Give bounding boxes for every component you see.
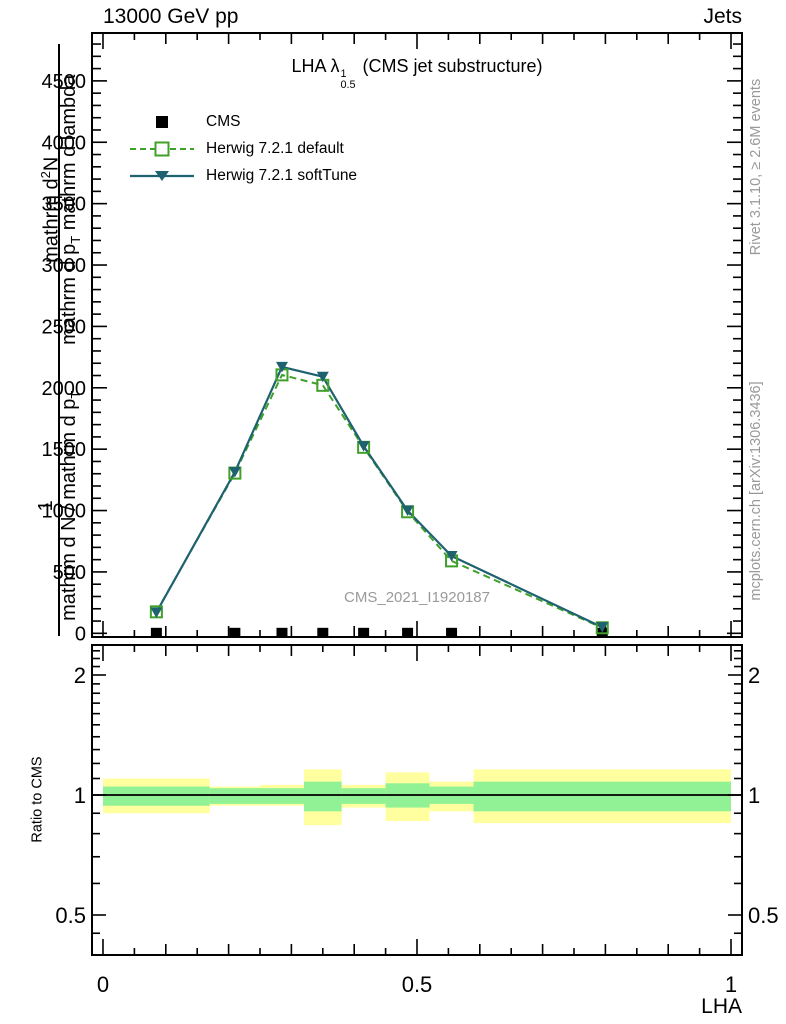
herwig-softtune-marker — [275, 361, 288, 373]
herwig-softtune-marker — [357, 441, 370, 452]
legend-item-cms: CMS — [130, 113, 240, 131]
y-axis-title-numerator-2: mathrm d2N — [38, 156, 63, 263]
x-tick-label: 0 — [97, 972, 109, 997]
y-axis-title-numerator-1: 1 — [35, 500, 57, 512]
y-tick-label: 500 — [53, 562, 86, 584]
herwig-default-marker-icon — [130, 141, 194, 157]
process-label: Jets — [703, 5, 742, 28]
herwig-softtune-marker — [228, 466, 241, 478]
herwig-softtune-marker — [150, 607, 163, 618]
y-axis-title-denominator-2: mathrm d pT mathrm d lambda — [58, 74, 83, 345]
ratio-uncertainty-band-inner — [341, 788, 386, 804]
ratio-uncertainty-band-inner — [473, 781, 732, 812]
herwig-softtune-marker — [445, 550, 458, 562]
ratio-band-layer — [102, 769, 732, 826]
y-tick-label: 2500 — [42, 316, 87, 338]
plot-title-suffix: (CMS jet substructure) — [362, 56, 543, 76]
y-axis-title: 1 mathrm d2N mathrm d N / mathrm d pT ma… — [35, 44, 83, 636]
cms-data-marker — [358, 627, 370, 637]
legend-label-herwig-softtune: Herwig 7.2.1 softTune — [206, 167, 358, 184]
herwig-softtune-line — [155, 365, 603, 629]
ratio-tick-label-right: 2 — [748, 663, 760, 688]
ratio-tick-label-left: 0.5 — [55, 903, 86, 928]
cms-data-marker — [150, 627, 162, 637]
main-panel-frame — [91, 32, 743, 638]
herwig-softtune-marker — [316, 371, 329, 383]
ratio-axis-title: Ratio to CMS — [29, 756, 46, 843]
plot-title-prefix: LHA λ — [291, 56, 340, 76]
y-tick-label: 0 — [75, 623, 86, 645]
y-axis-title-denominator-1: mathrm d N / mathrm d pT — [58, 390, 83, 621]
legend-item-herwig-default: Herwig 7.2.1 default — [130, 140, 344, 158]
ratio-uncertainty-band-inner — [259, 788, 304, 804]
y-tick-label: 1000 — [42, 501, 87, 523]
cms-data-marker — [276, 627, 288, 637]
herwig-softtune-marker — [401, 505, 414, 517]
cms-data-marker — [317, 627, 329, 637]
lambda-exponent-stack: 1 0.5 — [340, 69, 355, 91]
legend-label-herwig-default: Herwig 7.2.1 default — [206, 140, 344, 157]
beam-energy-label: 13000 GeV pp — [103, 5, 239, 28]
legend-label-cms: CMS — [206, 113, 241, 130]
ratio-panel-frame — [91, 644, 743, 956]
cms-data-marker — [229, 627, 241, 637]
ratio-uncertainty-band-inner — [102, 786, 210, 806]
lambda-subscript: 0.5 — [340, 78, 356, 91]
cms-data-marker — [446, 627, 458, 637]
y-axis-label-fraction-bar — [58, 44, 61, 636]
x-tick-label: 0.5 — [402, 972, 433, 997]
x-tick-label: 1 — [725, 972, 737, 997]
y-tick-label: 4500 — [42, 71, 87, 93]
mcplots-arxiv-note: mcplots.cern.ch [arXiv:1306.3436] — [748, 381, 764, 601]
herwig-softtune-marker-icon — [130, 171, 194, 181]
y-tick-label: 3500 — [42, 194, 87, 216]
lambda-superscript: 1 — [340, 67, 347, 80]
x-axis-title: LHA — [701, 995, 742, 1018]
ratio-tick-label-left: 1 — [74, 783, 86, 808]
plot-title: LHA λ 1 0.5 (CMS jet substructure) — [92, 56, 742, 90]
main-series-layer — [149, 361, 609, 637]
ratio-tick-label-right: 1 — [748, 783, 760, 808]
herwig-softtune-marker — [596, 622, 609, 633]
ratio-tick-label-left: 2 — [74, 663, 86, 688]
analysis-id-watermark: CMS_2021_I1920187 — [344, 589, 490, 606]
legend-item-herwig-softtune: Herwig 7.2.1 softTune — [130, 167, 357, 185]
y-tick-label: 1500 — [42, 439, 87, 461]
ratio-tick-label-right: 0.5 — [748, 903, 779, 928]
cms-marker-icon — [156, 116, 168, 128]
y-tick-label: 4000 — [42, 132, 87, 154]
y-tick-label: 3000 — [42, 255, 87, 277]
cms-data-marker — [402, 627, 414, 637]
ratio-uncertainty-band-inner — [209, 788, 260, 804]
rivet-version-note: Rivet 3.1.10, ≥ 2.6M events — [748, 78, 764, 256]
y-tick-label: 2000 — [42, 378, 87, 400]
ratio-uncertainty-band-inner — [303, 781, 342, 812]
